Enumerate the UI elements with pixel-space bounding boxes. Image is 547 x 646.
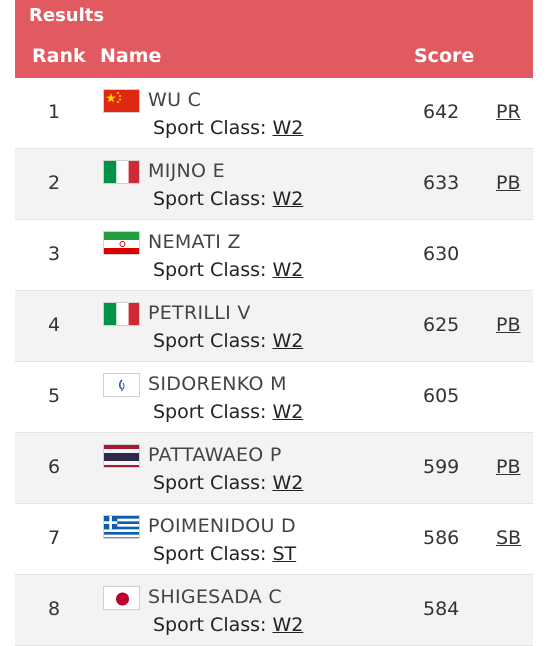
sport-class-label: Sport Class: (153, 472, 267, 494)
rank-cell: 1 (48, 101, 61, 123)
sport-class-label: Sport Class: (153, 614, 267, 636)
athlete-name[interactable]: WU C (148, 89, 202, 111)
record-badge[interactable]: PB (496, 172, 521, 194)
rank-cell: 5 (48, 385, 61, 407)
athlete-name[interactable]: POIMENIDOU D (148, 515, 296, 537)
rank-cell: 8 (48, 598, 61, 620)
table-row[interactable]: 2 MIJNO E Sport Class: W2 633 PB (15, 149, 533, 220)
athlete-name[interactable]: NEMATI Z (148, 231, 241, 253)
record-badge[interactable]: SB (496, 527, 522, 549)
rank-cell: 7 (48, 527, 61, 549)
italy-flag-icon (103, 160, 140, 184)
sport-class: Sport Class: W2 (153, 614, 303, 636)
sport-class-label: Sport Class: (153, 259, 267, 281)
score-cell: 584 (423, 598, 460, 620)
table-row[interactable]: 8 SHIGESADA C Sport Class: W2 584 (15, 575, 533, 646)
sport-class-link[interactable]: ST (272, 543, 297, 565)
sport-class: Sport Class: W2 (153, 330, 303, 352)
results-table: 1 WU C Sport Class: W2 642 PR 2 MIJNO (15, 78, 533, 646)
rank-cell: 3 (48, 243, 61, 265)
sport-class-link[interactable]: W2 (272, 188, 304, 210)
sport-class: Sport Class: W2 (153, 472, 303, 494)
sport-class-link[interactable]: W2 (272, 401, 304, 423)
sport-class-label: Sport Class: (153, 330, 267, 352)
sport-class-link[interactable]: W2 (272, 259, 304, 281)
japan-flag-icon (103, 586, 140, 610)
score-cell: 642 (423, 101, 460, 123)
rank-column-header[interactable]: Rank (32, 45, 86, 67)
table-row[interactable]: 1 WU C Sport Class: W2 642 PR (15, 78, 533, 149)
athlete-name[interactable]: PATTAWAEO P (148, 444, 282, 466)
rank-cell: 6 (48, 456, 61, 478)
sport-class: Sport Class: W2 (153, 117, 303, 139)
athlete-name[interactable]: PETRILLI V (148, 302, 251, 324)
name-column-header[interactable]: Name (100, 45, 162, 67)
table-row[interactable]: 5 SIDORENKO M Sport Class: W2 605 (15, 362, 533, 433)
score-cell: 633 (423, 172, 460, 194)
score-cell: 630 (423, 243, 460, 265)
sport-class-label: Sport Class: (153, 117, 267, 139)
sport-class: Sport Class: W2 (153, 401, 303, 423)
italy-flag-icon (103, 302, 140, 326)
score-cell: 599 (423, 456, 460, 478)
score-cell: 625 (423, 314, 460, 336)
sport-class-link[interactable]: W2 (272, 614, 304, 636)
record-badge[interactable]: PR (496, 101, 521, 123)
score-cell: 586 (423, 527, 460, 549)
paralympic-flag-icon (103, 373, 140, 397)
record-badge[interactable]: PB (496, 456, 521, 478)
sport-class: Sport Class: ST (153, 543, 296, 565)
record-badge[interactable]: PB (496, 314, 521, 336)
table-row[interactable]: 3 NEMATI Z Sport Class: W2 630 (15, 220, 533, 291)
athlete-name[interactable]: SIDORENKO M (148, 373, 287, 395)
score-cell: 605 (423, 385, 460, 407)
thailand-flag-icon (103, 444, 140, 468)
sport-class-label: Sport Class: (153, 401, 267, 423)
athlete-name[interactable]: MIJNO E (148, 160, 225, 182)
sport-class-link[interactable]: W2 (272, 472, 304, 494)
sport-class-label: Sport Class: (153, 543, 267, 565)
sport-class: Sport Class: W2 (153, 259, 303, 281)
rank-cell: 2 (48, 172, 61, 194)
sport-class-link[interactable]: W2 (272, 117, 304, 139)
score-column-header[interactable]: Score (414, 45, 475, 67)
greece-flag-icon (103, 515, 140, 539)
results-header: Results Rank Name Score (15, 0, 533, 78)
sport-class-label: Sport Class: (153, 188, 267, 210)
sport-class: Sport Class: W2 (153, 188, 303, 210)
table-row[interactable]: 7 POIMENIDOU D Sport Class: ST 586 SB (15, 504, 533, 575)
rank-cell: 4 (48, 314, 61, 336)
sport-class-link[interactable]: W2 (272, 330, 304, 352)
table-row[interactable]: 4 PETRILLI V Sport Class: W2 625 PB (15, 291, 533, 362)
iran-flag-icon (103, 231, 140, 255)
results-title: Results (29, 5, 105, 26)
china-flag-icon (103, 89, 140, 113)
table-row[interactable]: 6 PATTAWAEO P Sport Class: W2 599 PB (15, 433, 533, 504)
athlete-name[interactable]: SHIGESADA C (148, 586, 282, 608)
